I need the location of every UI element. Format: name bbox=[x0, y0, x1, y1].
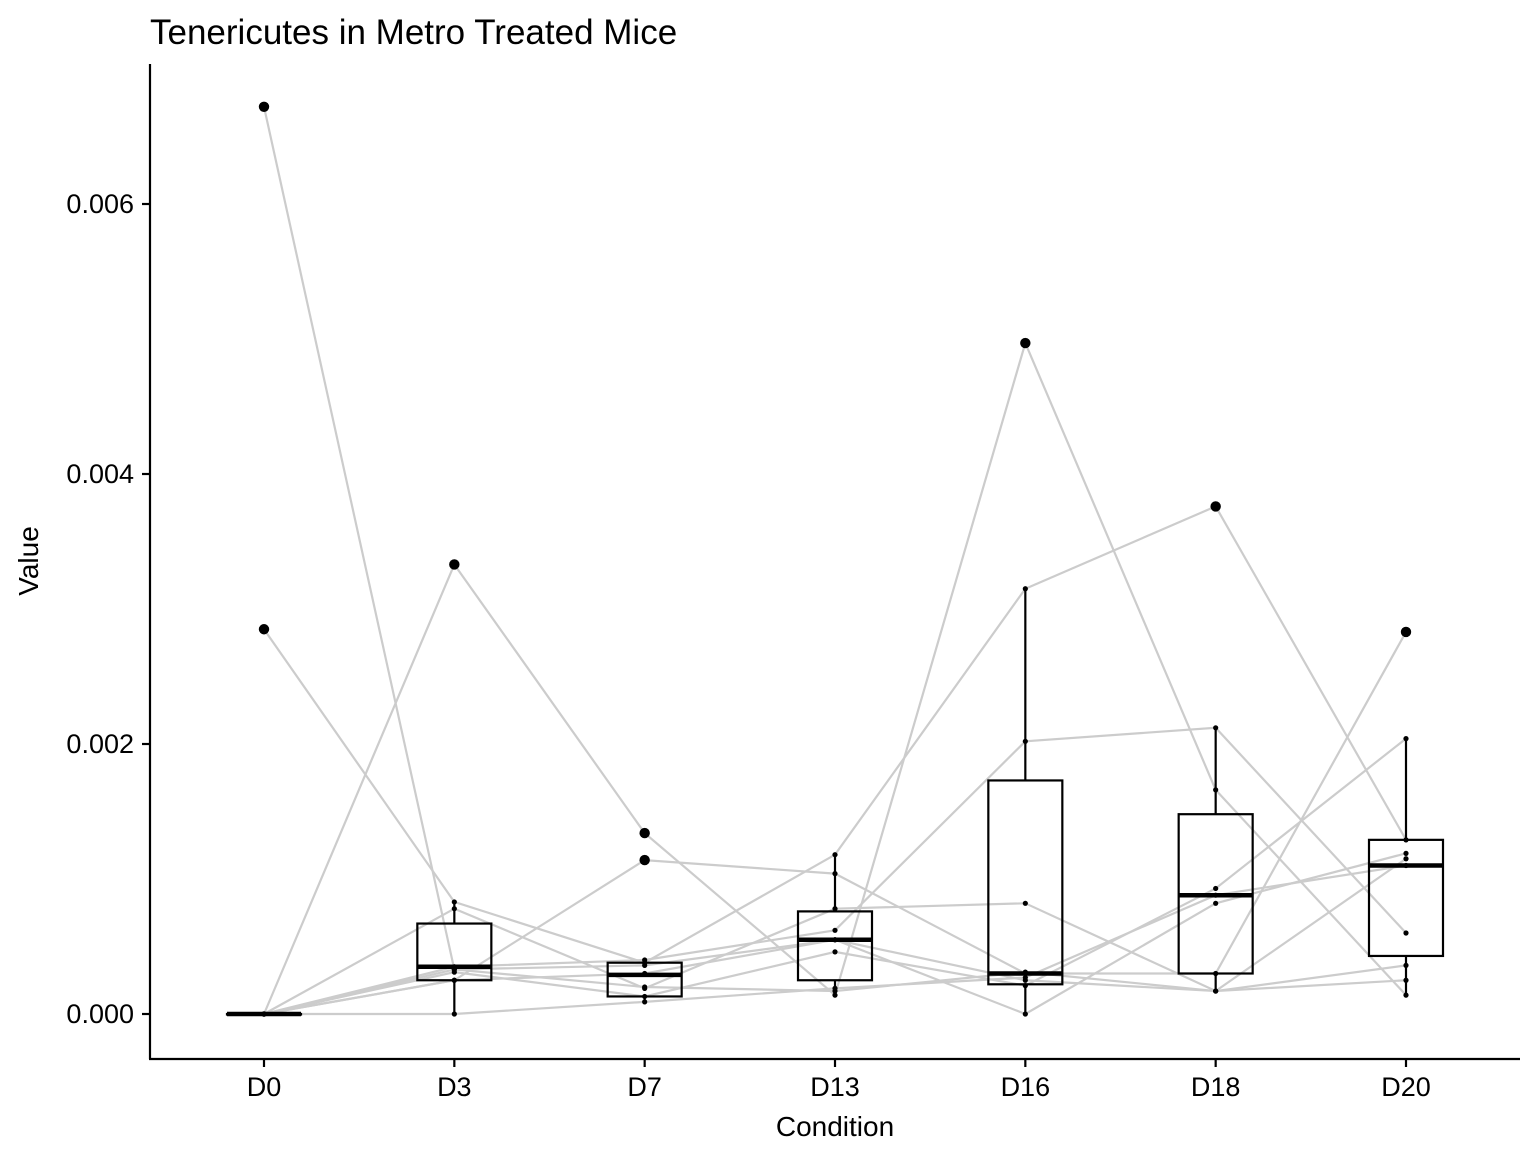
data-point bbox=[1403, 856, 1409, 862]
data-point bbox=[832, 988, 838, 994]
box-plots bbox=[225, 101, 1445, 1017]
x-ticks: D0 D3 D7 D13 D16 D18 D20 bbox=[247, 1059, 1431, 1102]
y-tick-label: 0.000 bbox=[66, 999, 134, 1029]
data-points bbox=[261, 104, 1409, 1017]
series-line-3 bbox=[262, 339, 1407, 1015]
data-point bbox=[1022, 340, 1028, 346]
box-D16 bbox=[987, 337, 1064, 1014]
box-iqr bbox=[796, 910, 874, 982]
data-point bbox=[1213, 885, 1219, 892]
data-point bbox=[451, 1011, 457, 1017]
data-point bbox=[832, 949, 838, 955]
x-tick-label: D16 bbox=[1001, 1072, 1051, 1102]
y-ticks: 0.000 0.002 0.004 0.006 bbox=[66, 189, 150, 1029]
data-point bbox=[261, 626, 267, 632]
data-point bbox=[1403, 977, 1409, 983]
data-point bbox=[1403, 962, 1409, 969]
data-point bbox=[832, 927, 838, 933]
data-point bbox=[1403, 930, 1409, 936]
data-point bbox=[1022, 1011, 1028, 1017]
y-axis-title: Value bbox=[13, 526, 44, 596]
x-tick-label: D7 bbox=[627, 1072, 662, 1102]
data-point bbox=[1022, 974, 1028, 981]
data-point bbox=[642, 999, 648, 1005]
data-point bbox=[642, 857, 648, 863]
data-point bbox=[1022, 983, 1028, 989]
data-point bbox=[642, 984, 648, 990]
data-point bbox=[832, 852, 838, 858]
data-point bbox=[832, 992, 838, 998]
x-tick-label: D3 bbox=[437, 1072, 472, 1102]
box-iqr bbox=[987, 779, 1064, 986]
data-point bbox=[1022, 738, 1028, 744]
y-tick-label: 0.004 bbox=[66, 459, 134, 489]
y-tick-label: 0.002 bbox=[66, 729, 134, 759]
data-point bbox=[261, 104, 267, 110]
box-D20 bbox=[1367, 626, 1445, 996]
data-point bbox=[832, 906, 838, 912]
data-point bbox=[1213, 725, 1219, 731]
data-point bbox=[642, 830, 648, 836]
data-point bbox=[1213, 787, 1219, 793]
data-point bbox=[832, 937, 838, 943]
data-point bbox=[1213, 970, 1219, 977]
data-point bbox=[1022, 969, 1028, 975]
series-line-5 bbox=[263, 631, 1407, 1016]
data-point bbox=[451, 561, 457, 568]
data-point bbox=[1403, 736, 1409, 742]
y-tick-label: 0.006 bbox=[66, 189, 134, 219]
data-point bbox=[1022, 900, 1028, 906]
data-point bbox=[1403, 850, 1409, 856]
data-point bbox=[832, 871, 838, 877]
data-point bbox=[1213, 988, 1219, 994]
data-point bbox=[642, 957, 648, 963]
x-tick-label: D18 bbox=[1191, 1072, 1241, 1102]
data-point bbox=[451, 977, 457, 983]
data-point bbox=[451, 906, 457, 912]
data-point bbox=[642, 993, 648, 1000]
data-point bbox=[261, 1011, 267, 1017]
data-point bbox=[1403, 862, 1409, 869]
x-tick-label: D0 bbox=[247, 1072, 282, 1102]
box-D0 bbox=[225, 101, 303, 1017]
x-tick-label: D13 bbox=[810, 1072, 860, 1102]
data-point bbox=[451, 899, 457, 905]
data-point bbox=[451, 966, 457, 973]
data-point bbox=[1213, 503, 1219, 509]
data-point bbox=[1403, 992, 1409, 998]
chart-title: Tenericutes in Metro Treated Mice bbox=[150, 13, 677, 52]
x-axis-title: Condition bbox=[776, 1111, 894, 1142]
x-tick-label: D20 bbox=[1381, 1072, 1431, 1102]
data-point bbox=[1213, 892, 1219, 898]
data-point bbox=[1022, 586, 1028, 592]
data-point bbox=[1403, 629, 1409, 635]
data-point bbox=[642, 970, 648, 977]
data-point bbox=[1403, 837, 1409, 843]
data-point bbox=[1213, 900, 1219, 906]
